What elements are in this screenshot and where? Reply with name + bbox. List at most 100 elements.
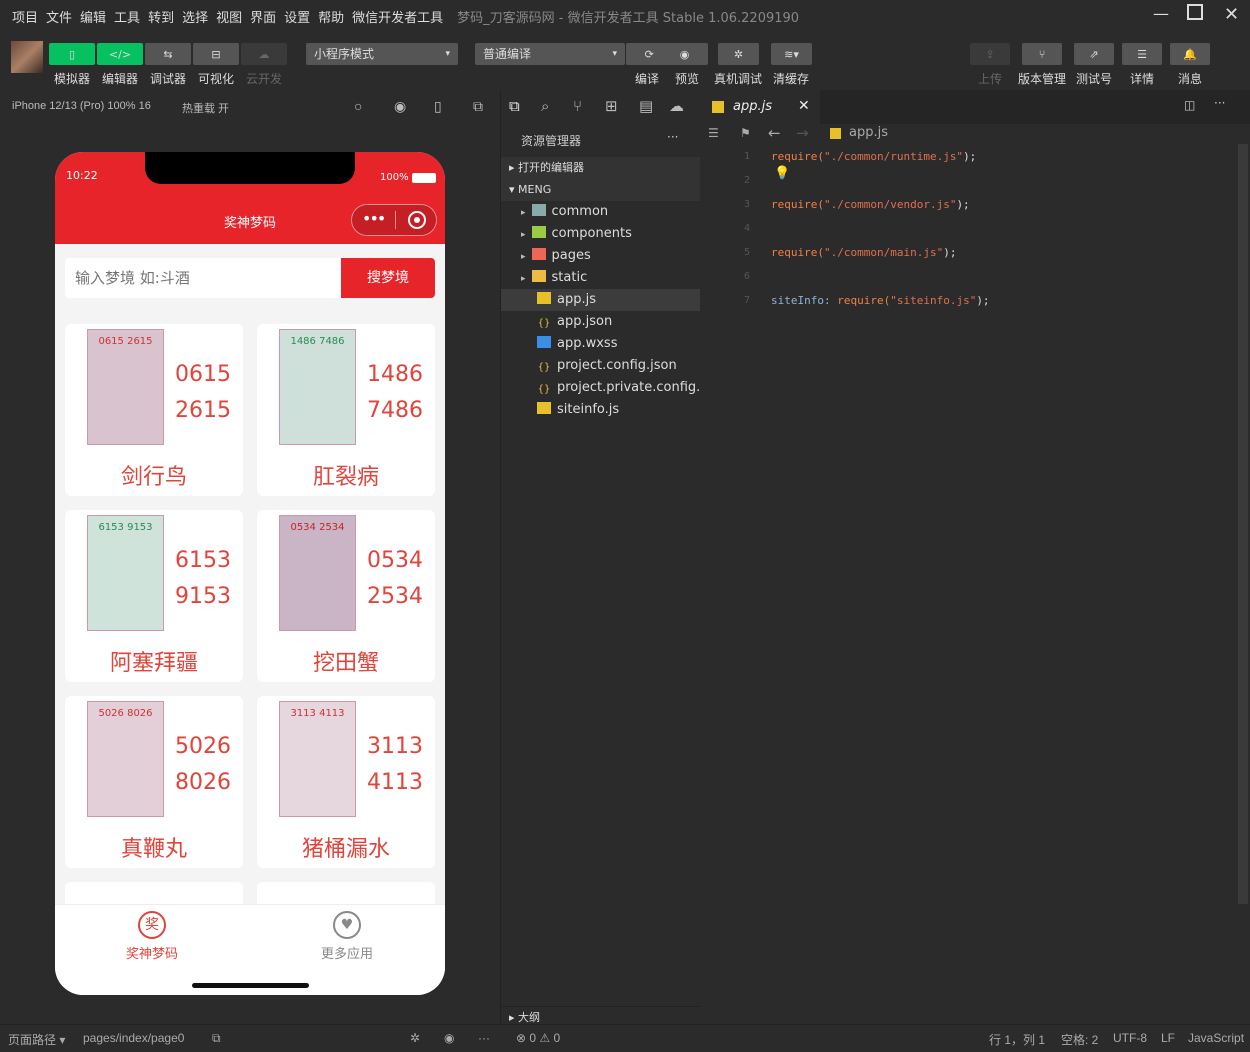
- back-arrow-icon[interactable]: ←: [768, 124, 781, 142]
- root-folder[interactable]: ▾ MENG: [501, 179, 701, 201]
- menu-item[interactable]: 设置: [284, 10, 311, 26]
- language-mode[interactable]: JavaScript: [1188, 1031, 1245, 1045]
- toolbar-label[interactable]: 预览: [675, 72, 700, 86]
- toolbar-simulator-button[interactable]: ▯: [49, 43, 95, 65]
- outline-section[interactable]: ▸ 大纲: [501, 1006, 701, 1028]
- dream-card[interactable]: 1486 7486 1486 7486 肛裂病: [257, 324, 435, 496]
- eol[interactable]: LF: [1161, 1031, 1176, 1045]
- code-line[interactable]: require("./common/main.js");: [771, 246, 956, 259]
- encoding[interactable]: UTF-8: [1113, 1031, 1147, 1045]
- toolbar-label[interactable]: 编译: [635, 72, 660, 86]
- cursor-position[interactable]: 行 1，列 1: [989, 1033, 1046, 1047]
- outline-list-icon[interactable]: ☰: [708, 126, 719, 140]
- split-editor-icon[interactable]: ◫: [1184, 98, 1196, 112]
- indentation[interactable]: 空格: 2: [1061, 1033, 1099, 1047]
- toolbar-testid-button[interactable]: ⇗: [1074, 43, 1114, 65]
- open-editors-section[interactable]: ▸ 打开的编辑器: [501, 157, 701, 179]
- menu-item[interactable]: 界面: [250, 10, 277, 26]
- bug-icon[interactable]: ✲: [410, 1031, 421, 1045]
- menu-item[interactable]: 选择: [182, 10, 209, 26]
- menu-item[interactable]: 帮助: [318, 10, 345, 26]
- scrollbar[interactable]: [1238, 144, 1248, 904]
- dream-tab-icon[interactable]: 奖: [138, 911, 166, 939]
- refresh-icon[interactable]: ⟳: [644, 47, 654, 61]
- more-apps-icon[interactable]: ♥: [333, 911, 361, 939]
- dream-card[interactable]: 5026 8026 5026 8026 真鞭丸: [65, 696, 243, 868]
- tree-item[interactable]: {} project.private.config.js...: [501, 377, 701, 399]
- layers-icon[interactable]: ≋▾: [771, 43, 812, 65]
- close-miniprogram-icon[interactable]: [408, 211, 426, 229]
- record-icon[interactable]: ○: [354, 98, 363, 114]
- tree-item[interactable]: app.wxss: [501, 333, 701, 355]
- menu-item[interactable]: 编辑: [80, 10, 107, 26]
- toolbar-cloud-button[interactable]: ☁: [241, 43, 287, 65]
- tree-item[interactable]: app.js: [501, 289, 701, 311]
- toolbar-editor-button[interactable]: </>: [97, 43, 143, 65]
- code-line[interactable]: require("./common/runtime.js");: [771, 150, 976, 163]
- toolbar-upload-button[interactable]: ⇪: [970, 43, 1010, 65]
- copy-icon[interactable]: ⧉: [212, 1031, 221, 1045]
- avatar[interactable]: [11, 41, 43, 73]
- menu-item[interactable]: 转到: [148, 10, 175, 26]
- close-window-button[interactable]: ✕: [1224, 4, 1240, 25]
- dream-card[interactable]: 0615 2615 0615 2615 剑行鸟: [65, 324, 243, 496]
- tree-item[interactable]: ▸ common: [501, 201, 701, 223]
- toolbar-details-button[interactable]: ☰: [1122, 43, 1162, 65]
- source-control-icon[interactable]: ⑂: [573, 97, 583, 115]
- toolbar-visual-button[interactable]: ⊟: [193, 43, 239, 65]
- tab-label[interactable]: 更多应用: [320, 947, 373, 962]
- tab-app-js[interactable]: app.js ✕: [700, 90, 820, 124]
- detach-icon[interactable]: ⧉: [473, 98, 483, 114]
- tree-item[interactable]: ▸ pages: [501, 245, 701, 267]
- tree-item[interactable]: {} app.json: [501, 311, 701, 333]
- extensions-icon[interactable]: ⊞: [605, 97, 618, 115]
- dream-card[interactable]: 3113 4113 3113 4113 猪桶漏水: [257, 696, 435, 868]
- toolbar-label[interactable]: 清缓存: [773, 72, 810, 86]
- toolbar-messages-button[interactable]: 🔔: [1170, 43, 1210, 65]
- compile-select[interactable]: 普通编译: [475, 43, 625, 65]
- search-button[interactable]: 搜梦境: [341, 258, 435, 298]
- files-icon[interactable]: ⧉: [509, 97, 520, 115]
- menu-item[interactable]: 文件: [46, 10, 73, 26]
- page-path-select[interactable]: 页面路径 ▾: [8, 1033, 66, 1047]
- tree-item[interactable]: siteinfo.js: [501, 399, 701, 421]
- more-icon[interactable]: ···: [478, 1031, 490, 1045]
- menu-item[interactable]: 项目: [12, 10, 39, 26]
- code-line[interactable]: require("./common/vendor.js");: [771, 198, 970, 211]
- toolbar-debugger-button[interactable]: ⇆: [145, 43, 191, 65]
- eye-icon[interactable]: ◉: [444, 1031, 455, 1045]
- device-select[interactable]: iPhone 12/13 (Pro) 100% 16: [12, 100, 151, 112]
- storage-icon[interactable]: ▤: [639, 97, 654, 115]
- problems-indicator[interactable]: ⊗ 0 ⚠ 0: [516, 1031, 561, 1045]
- more-icon[interactable]: ···: [1214, 96, 1226, 110]
- toolbar-version-button[interactable]: ⑂: [1022, 43, 1062, 65]
- maximize-button[interactable]: [1187, 4, 1203, 20]
- mode-select[interactable]: 小程序模式: [306, 43, 458, 65]
- bookmark-icon[interactable]: ⚑: [740, 126, 751, 140]
- hot-reload-toggle[interactable]: 热重载 开: [182, 103, 230, 115]
- tree-item[interactable]: {} project.config.json: [501, 355, 701, 377]
- menu-item[interactable]: 工具: [114, 10, 141, 26]
- tree-item[interactable]: ▸ static: [501, 267, 701, 289]
- minimize-button[interactable]: —: [1153, 4, 1169, 23]
- docker-icon[interactable]: ☁: [669, 97, 684, 115]
- search-icon[interactable]: ⌕: [541, 97, 550, 115]
- menu-item[interactable]: 微信开发者工具: [352, 10, 444, 26]
- forward-arrow-icon[interactable]: →: [796, 124, 809, 142]
- dream-card[interactable]: 6153 9153 6153 9153 阿塞拜疆: [65, 510, 243, 682]
- bug-icon[interactable]: ✲: [718, 43, 759, 65]
- toolbar-label[interactable]: 真机调试: [714, 72, 763, 86]
- code-line[interactable]: siteInfo: require("siteinfo.js");: [771, 294, 990, 307]
- more-actions-icon[interactable]: ···: [667, 130, 679, 144]
- dream-card[interactable]: 0534 2534 0534 2534 挖田蟹: [257, 510, 435, 682]
- lightbulb-icon[interactable]: 💡: [774, 166, 791, 181]
- stop-icon[interactable]: ◉: [394, 98, 407, 114]
- phone-icon[interactable]: ▯: [434, 98, 442, 114]
- tab-label[interactable]: 奖神梦码: [125, 947, 178, 962]
- search-input[interactable]: [65, 258, 341, 298]
- tree-item[interactable]: ▸ components: [501, 223, 701, 245]
- more-icon[interactable]: •••: [362, 209, 386, 228]
- close-tab-icon[interactable]: ✕: [798, 98, 810, 114]
- eye-icon[interactable]: ◉: [679, 47, 690, 61]
- menu-item[interactable]: 视图: [216, 10, 243, 26]
